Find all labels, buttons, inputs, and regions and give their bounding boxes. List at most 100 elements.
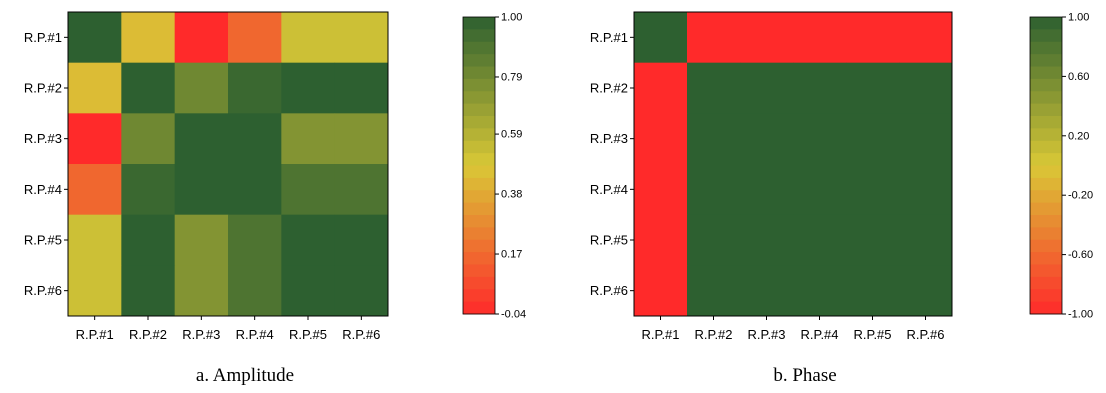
x-tick-label: R.P.#6: [906, 327, 944, 342]
colorbar-tick-label: -0.60: [1068, 249, 1093, 261]
heatmap-cell: [334, 214, 389, 266]
x-tick-label: R.P.#2: [694, 327, 732, 342]
colorbar-swatch: [463, 215, 495, 228]
colorbar-frame: [1029, 16, 1063, 315]
colorbar-swatch: [463, 276, 495, 290]
heatmap-cell: [846, 265, 900, 317]
panel-caption: b. Phase: [773, 365, 836, 386]
colorbar-swatch: [463, 289, 495, 303]
x-tick-label: R.P.#1: [641, 327, 679, 342]
heatmap-cell: [228, 12, 282, 64]
colorbar-swatch: [463, 153, 495, 166]
panel-caption: a. Amplitude: [196, 365, 294, 386]
y-tick-label: R.P.#2: [590, 81, 628, 96]
heatmap-cell: [121, 113, 176, 165]
colorbar-tick-label: 1.00: [501, 12, 522, 24]
heatmap-cell: [793, 12, 847, 64]
colorbar-swatch: [1030, 140, 1062, 154]
heatmap-cell: [334, 62, 389, 114]
y-tick-label: R.P.#5: [590, 233, 628, 248]
colorbar-swatch: [463, 227, 495, 241]
heatmap-cell: [174, 164, 229, 216]
colorbar-swatch: [463, 116, 495, 129]
heatmap-cell: [846, 62, 900, 114]
heatmap-cell: [334, 113, 389, 165]
colorbar-tick-label: 1.00: [1068, 12, 1089, 24]
colorbar-swatch: [1030, 66, 1062, 80]
heatmap-cell: [899, 164, 953, 216]
heatmap-cell: [68, 214, 122, 266]
heatmap-cell: [228, 113, 282, 165]
colorbar-swatch: [1030, 165, 1062, 179]
heatmap-cell: [334, 164, 389, 216]
heatmap-cell: [846, 12, 900, 64]
heatmap-cell: [281, 113, 336, 165]
heatmap-cell: [740, 113, 794, 165]
colorbar-tick-label: 0.79: [501, 71, 522, 83]
colorbar-swatch: [463, 66, 495, 80]
heatmap-cell: [687, 12, 741, 64]
heatmap-cell: [174, 62, 229, 114]
colorbar-swatch: [1030, 41, 1062, 55]
colorbar-swatch: [463, 78, 495, 92]
colorbar-swatch: [1030, 153, 1062, 166]
colorbar-swatch: [463, 29, 495, 43]
heatmap-cell: [793, 62, 847, 114]
y-tick-label: R.P.#6: [590, 283, 628, 298]
heatmap-cell: [281, 214, 336, 266]
heatmap-cell: [634, 164, 688, 216]
colorbar-swatch: [1030, 264, 1062, 278]
colorbar-swatch: [1030, 190, 1062, 204]
x-tick-label: R.P.#5: [289, 327, 327, 342]
heatmap-cell: [634, 214, 688, 266]
x-tick-label: R.P.#4: [236, 327, 274, 342]
colorbar-swatch: [1030, 252, 1062, 265]
heatmap-cell: [687, 62, 741, 114]
colorbar-swatch: [463, 252, 495, 265]
heatmap-cell: [793, 164, 847, 216]
colorbar-tick-label: 0.38: [501, 189, 522, 201]
heatmap-cell: [281, 265, 336, 317]
heatmap-cell: [899, 62, 953, 114]
heatmap-1: R.P.#1 R.P.#2 R.P.#3 R.P.#4 R.P.#5 R.P.#6 R.P.…: [24, 11, 389, 342]
colorbar-swatch: [1030, 289, 1062, 303]
y-tick-label: R.P.#5: [24, 233, 62, 248]
colorbar-swatch: [463, 239, 495, 253]
heatmap-cell: [68, 62, 122, 114]
heatmap-cell: [740, 265, 794, 317]
heatmap-cell: [121, 164, 176, 216]
heatmap-cell: [687, 265, 741, 317]
colorbar-swatch: [463, 140, 495, 154]
colorbar-swatch: [463, 17, 495, 30]
colorbar-swatch: [1030, 276, 1062, 290]
heatmap-cell: [121, 62, 176, 114]
heatmap-cell: [846, 113, 900, 165]
heatmap-cell: [687, 113, 741, 165]
heatmap-cell: [228, 164, 282, 216]
heatmap-cell: [740, 214, 794, 266]
x-tick-label: R.P.#3: [182, 327, 220, 342]
heatmap-cell: [68, 113, 122, 165]
heatmap-cell: [899, 265, 953, 317]
plot-frame: [633, 11, 953, 317]
plot-frame: [67, 11, 389, 317]
colorbar-swatch: [463, 103, 495, 117]
heatmap-2: R.P.#1 R.P.#2 R.P.#3 R.P.#4 R.P.#5 R.P.#6 R.P.…: [590, 11, 953, 342]
colorbar-swatch: [1030, 215, 1062, 228]
y-tick-label: R.P.#1: [24, 30, 62, 45]
heatmap-cell: [740, 12, 794, 64]
colorbar-swatch: [463, 41, 495, 55]
heatmap-cell: [68, 12, 122, 64]
colorbar-1: 1.00 0.79 0.59 0.38 0.17 -0.04: [462, 12, 526, 321]
heatmap-cell: [687, 164, 741, 216]
heatmap-cell: [846, 164, 900, 216]
y-tick-label: R.P.#3: [590, 131, 628, 146]
y-tick-label: R.P.#2: [24, 81, 62, 96]
heatmap-cell: [68, 164, 122, 216]
x-tick-label: R.P.#5: [853, 327, 891, 342]
heatmap-cell: [281, 62, 336, 114]
heatmap-cell: [634, 113, 688, 165]
colorbar-tick-label: -0.20: [1068, 190, 1093, 202]
colorbar-swatch: [463, 177, 495, 191]
